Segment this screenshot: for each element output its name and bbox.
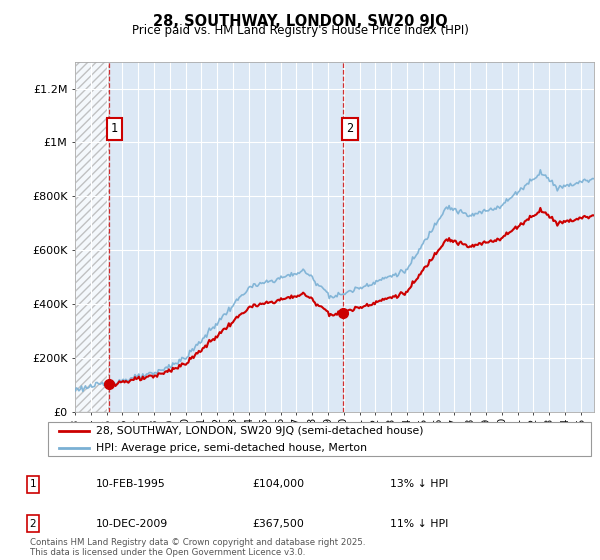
Text: 10-DEC-2009: 10-DEC-2009 [96, 519, 168, 529]
Text: Contains HM Land Registry data © Crown copyright and database right 2025.
This d: Contains HM Land Registry data © Crown c… [30, 538, 365, 557]
Text: 28, SOUTHWAY, LONDON, SW20 9JQ (semi-detached house): 28, SOUTHWAY, LONDON, SW20 9JQ (semi-det… [96, 426, 423, 436]
Text: £367,500: £367,500 [252, 519, 304, 529]
Text: Price paid vs. HM Land Registry's House Price Index (HPI): Price paid vs. HM Land Registry's House … [131, 24, 469, 37]
Text: 2: 2 [347, 123, 353, 136]
Text: 1: 1 [29, 479, 37, 489]
Text: 2: 2 [29, 519, 37, 529]
FancyBboxPatch shape [48, 422, 591, 456]
Text: HPI: Average price, semi-detached house, Merton: HPI: Average price, semi-detached house,… [96, 443, 367, 452]
Text: £104,000: £104,000 [252, 479, 304, 489]
Bar [75, 62, 109, 412]
Text: 11% ↓ HPI: 11% ↓ HPI [390, 519, 448, 529]
Text: 28, SOUTHWAY, LONDON, SW20 9JQ: 28, SOUTHWAY, LONDON, SW20 9JQ [152, 14, 448, 29]
Text: 10-FEB-1995: 10-FEB-1995 [96, 479, 166, 489]
Text: 1: 1 [111, 123, 118, 136]
Text: 13% ↓ HPI: 13% ↓ HPI [390, 479, 448, 489]
